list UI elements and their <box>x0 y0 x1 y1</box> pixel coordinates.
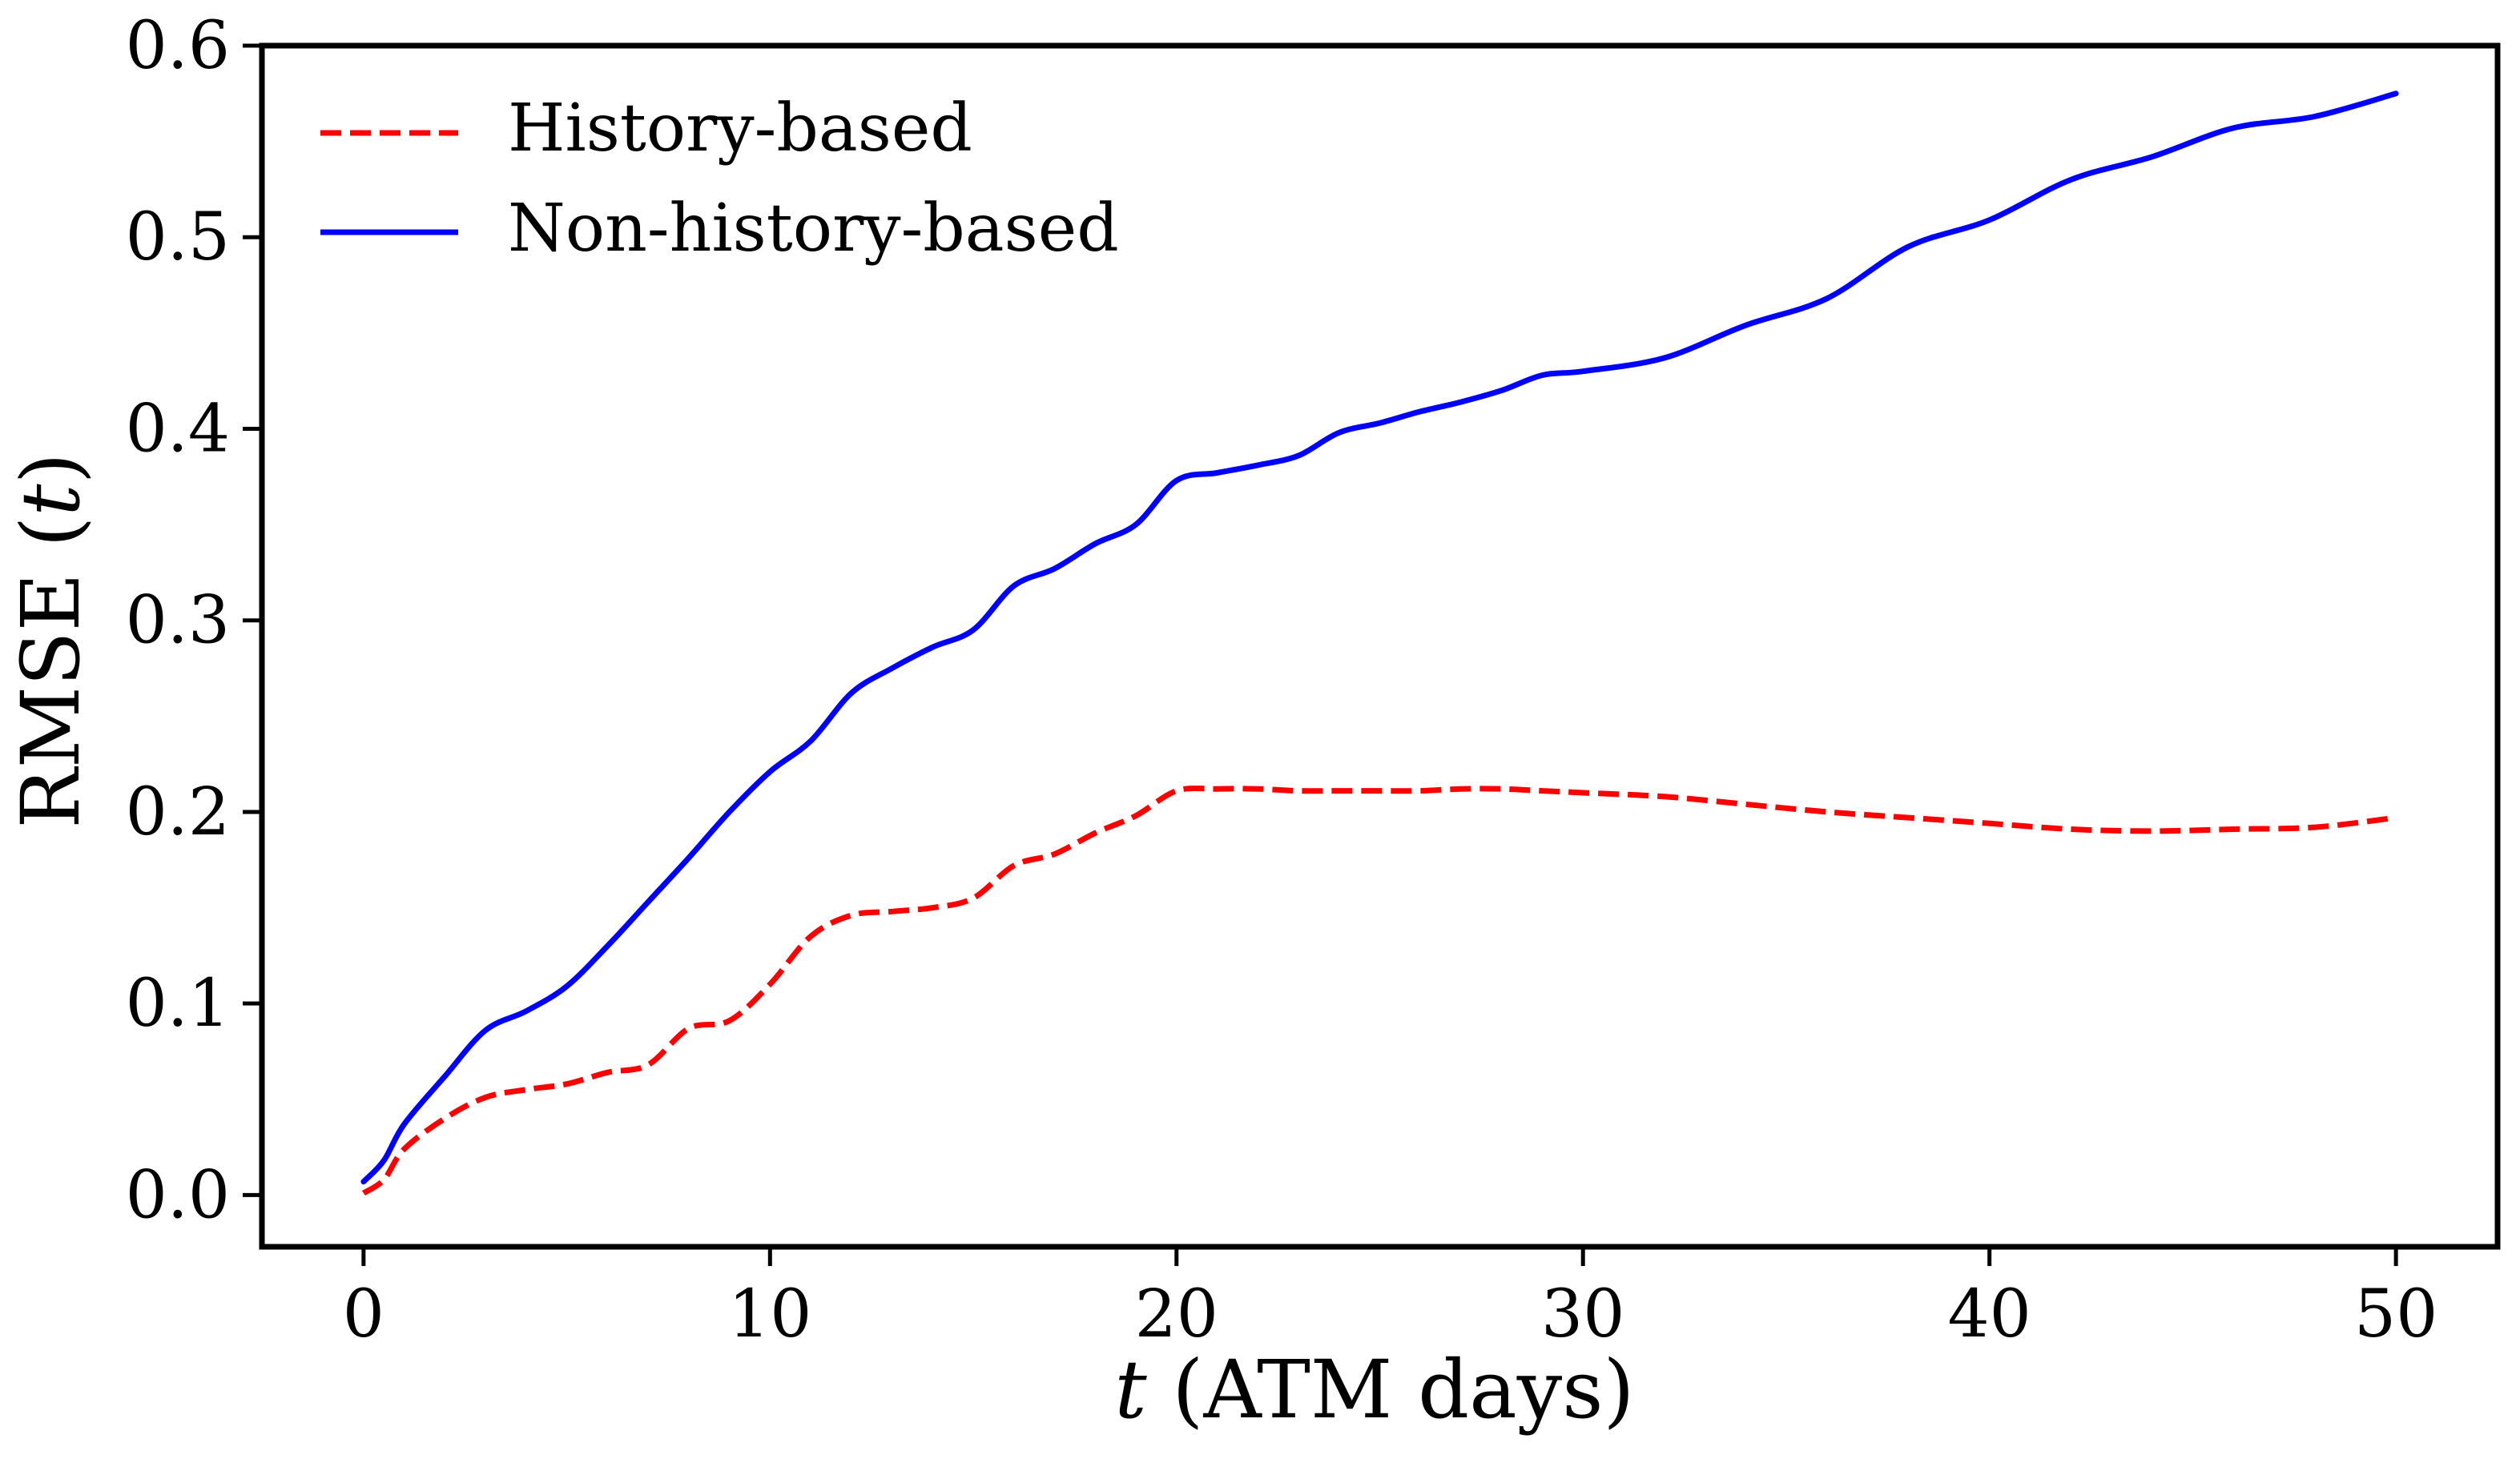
y-axis-label-prefix: RMSE ( <box>4 516 98 829</box>
legend-label-non-history-based: Non-history-based <box>508 191 1119 267</box>
x-tick-label: 20 <box>1135 1276 1218 1352</box>
y-tick-label: 0.1 <box>126 966 230 1042</box>
x-tick-label: 30 <box>1541 1276 1624 1352</box>
y-axis-label: RMSE (t) <box>4 452 98 828</box>
y-axis-label-italic: t <box>4 484 98 516</box>
series-line-non-history-based <box>360 90 2399 1185</box>
y-tick-label: 0.5 <box>126 199 230 275</box>
legend: History-based Non-history-based <box>320 90 1119 267</box>
x-tick-label: 50 <box>2354 1276 2437 1352</box>
y-tick-label: 0.2 <box>126 774 230 850</box>
y-tick-label: 0.0 <box>126 1157 230 1233</box>
x-axis-label: t (ATM days) <box>1114 1343 1634 1437</box>
axes-frame <box>259 42 2501 1250</box>
y-tick-label: 0.6 <box>126 8 230 84</box>
plot-area <box>360 90 2399 1196</box>
x-tick-label: 0 <box>343 1276 384 1352</box>
y-axis-label-suffix: ) <box>4 452 98 484</box>
legend-label-history-based: History-based <box>508 90 972 167</box>
y-axis: 0.0 0.1 0.2 0.3 0.4 0.5 0.6 <box>126 8 262 1233</box>
y-tick-label: 0.3 <box>126 583 230 659</box>
y-tick-label: 0.4 <box>126 391 230 467</box>
x-axis-label-rest: (ATM days) <box>1147 1343 1635 1437</box>
x-tick-label: 40 <box>1948 1276 2031 1352</box>
series-line-history-based <box>361 785 2397 1196</box>
x-axis-label-italic: t <box>1114 1343 1147 1437</box>
x-tick-label: 10 <box>728 1276 811 1352</box>
x-axis: 0 10 20 30 40 50 <box>343 1247 2437 1352</box>
